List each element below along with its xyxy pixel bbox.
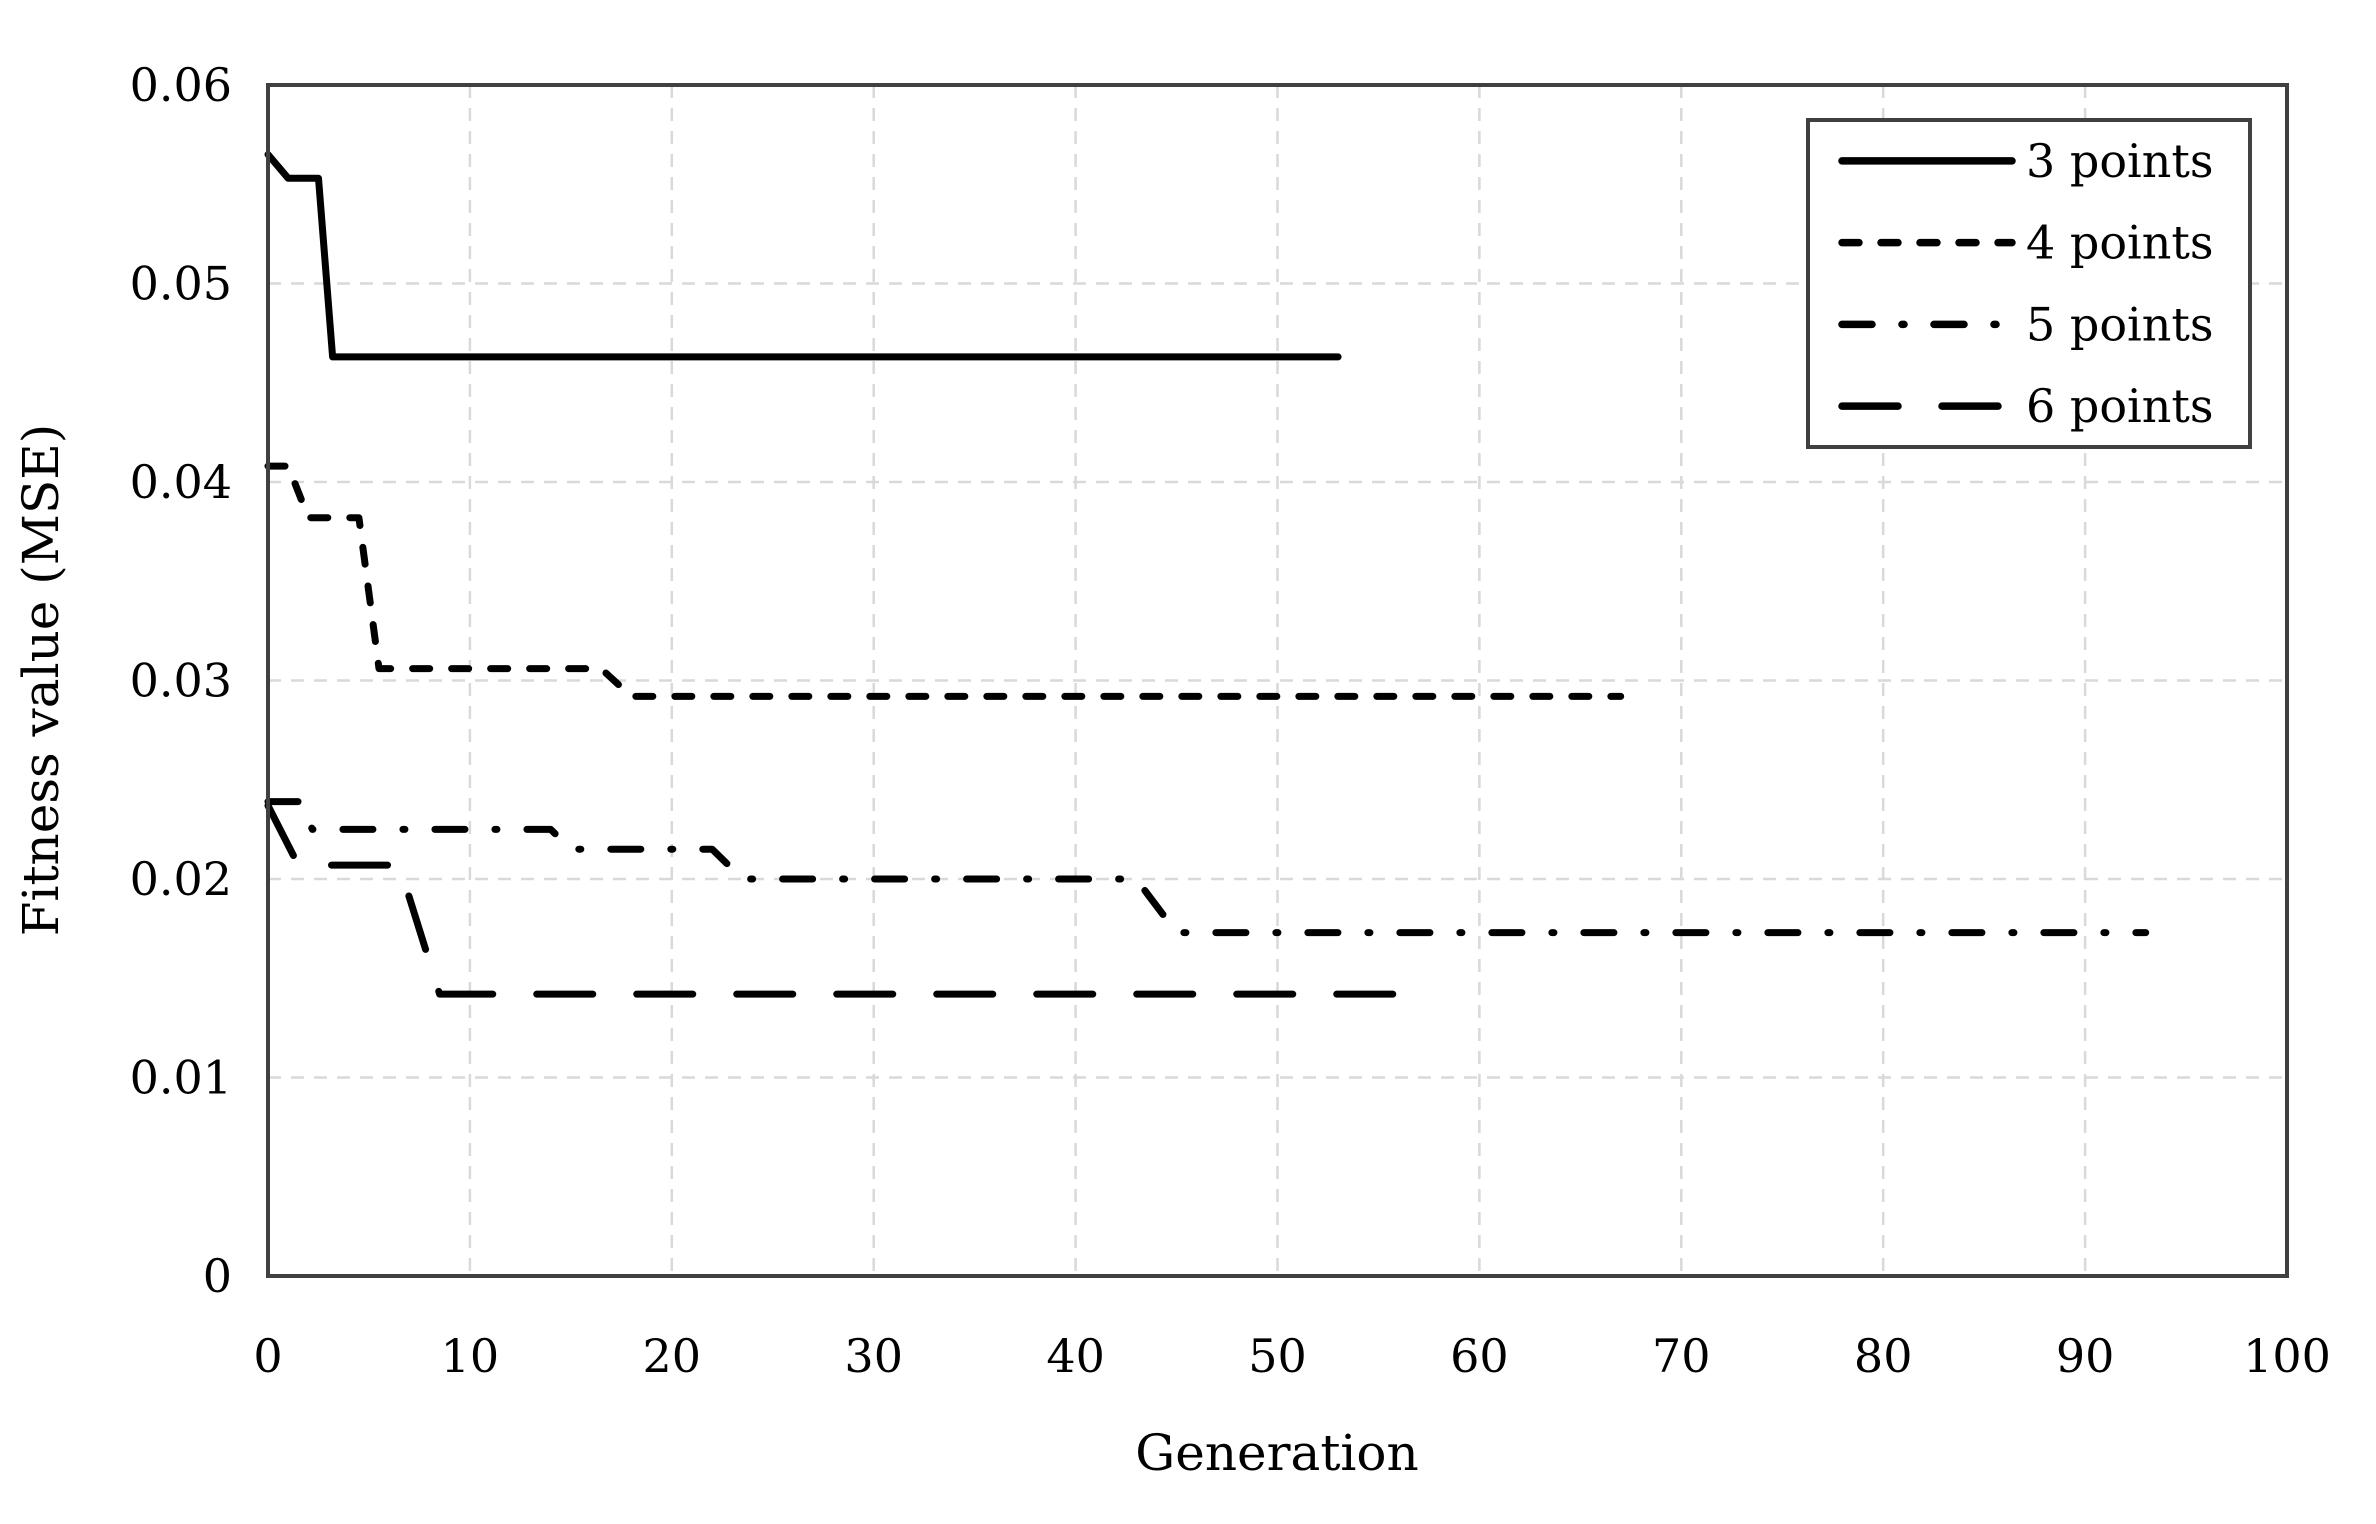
x-axis-tick-labels: 0 10 20 30 40 50 60 70 80 90 100: [253, 1329, 2331, 1383]
x-tick-label-30: 30: [844, 1329, 903, 1383]
y-tick-label-0.01: 0.01: [130, 1051, 232, 1105]
x-tick-label-20: 20: [643, 1329, 702, 1383]
x-tick-label-40: 40: [1046, 1329, 1105, 1383]
legend-item-label: 5 points: [2026, 297, 2213, 351]
legend-item-6-points: 6 points: [1838, 379, 2213, 433]
x-tick-label-100: 100: [2243, 1329, 2331, 1383]
x-axis-title: Generation: [1135, 1424, 1418, 1482]
y-tick-label-0.06: 0.06: [130, 58, 232, 112]
x-tick-label-90: 90: [2056, 1329, 2115, 1383]
legend-item-3-points: 3 points: [1838, 134, 2213, 188]
series-line-6-points: [264, 802, 1423, 998]
y-tick-label-0.03: 0.03: [130, 654, 232, 708]
legend-item-5-points: 5 points: [1838, 297, 2213, 351]
legend-item-label: 4 points: [2026, 216, 2213, 270]
y-tick-label-0.04: 0.04: [130, 455, 232, 509]
x-tick-label-80: 80: [1854, 1329, 1913, 1383]
y-axis-tick-labels: 0 0.01 0.02 0.03 0.04 0.05 0.06: [130, 58, 232, 1303]
x-tick-label-0: 0: [253, 1329, 282, 1383]
x-tick-label-70: 70: [1652, 1329, 1711, 1383]
data-series: [264, 151, 2150, 998]
legend-box: [1806, 118, 2252, 449]
series-line-5-points: [264, 798, 2150, 937]
series-line-4-points: [264, 462, 1625, 700]
y-tick-label-0.02: 0.02: [130, 852, 232, 906]
x-tick-label-10: 10: [441, 1329, 500, 1383]
x-tick-label-50: 50: [1248, 1329, 1307, 1383]
y-tick-label-0.05: 0.05: [130, 257, 232, 311]
legend-item-label: 6 points: [2026, 379, 2213, 433]
y-axis-title: Fitness value (MSE): [12, 424, 70, 936]
x-tick-label-60: 60: [1450, 1329, 1509, 1383]
plot-border: [266, 83, 2289, 1278]
legend-item-label: 3 points: [2026, 134, 2213, 188]
series-line-3-points: [264, 151, 1342, 361]
legend-item-4-points: 4 points: [1838, 216, 2213, 270]
y-tick-label-0: 0: [203, 1249, 232, 1303]
legend: 3 points 4 points 5 points 6 points: [1806, 118, 2252, 449]
